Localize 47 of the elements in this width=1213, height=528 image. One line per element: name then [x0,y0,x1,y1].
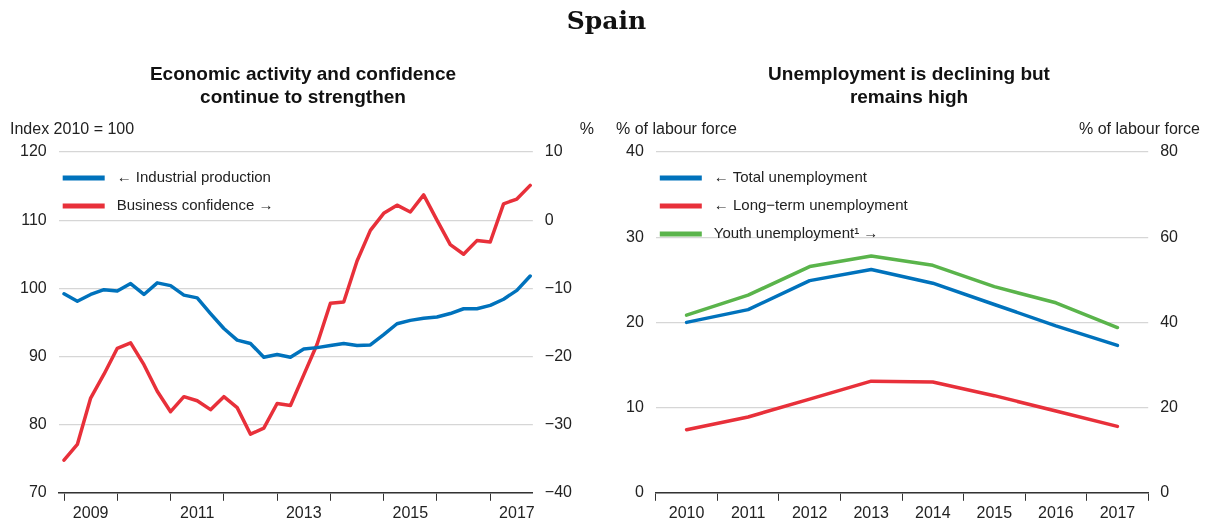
x-tick-label: 2011 [180,503,215,521]
x-tick-label: 2010 [668,503,705,521]
legend-label: Business confidence → [116,196,274,214]
y2-tick-label: 60 [1160,227,1179,245]
y-tick-label: 120 [19,142,47,160]
x-tick-label: 2016 [1038,503,1074,521]
y2-tick-label: −40 [544,483,573,501]
x-tick-label: 2012 [791,503,828,521]
x-tick-label: 2015 [392,503,429,521]
y-tick-label: 20 [626,312,644,330]
y2-tick-label: −30 [544,415,573,433]
y-tick-label: 0 [634,483,644,501]
y2-axis-title: % of labour force [1079,120,1201,137]
y2-tick-label: 80 [1160,142,1179,160]
chart-title: Unemployment is declining but remains high [767,62,1051,108]
y-tick-label: 30 [626,227,644,245]
y2-tick-label: 10 [544,142,563,160]
x-tick-label: 2013 [285,503,322,521]
legend-label: ← Industrial production [116,168,271,186]
x-tick-label: 2015 [976,503,1013,521]
x-tick-label: 2013 [853,503,890,521]
y-tick-label: 110 [21,210,47,228]
y-axis-title: % of labour force [616,120,738,137]
y2-tick-label: 0 [544,210,554,228]
legend-label: ← Total unemployment [713,168,868,186]
y2-axis-title: % [579,120,594,137]
text: Spain [565,6,648,35]
y2-tick-label: 20 [1160,398,1179,416]
y-tick-label: 70 [28,483,47,501]
y2-tick-label: 0 [1160,483,1170,501]
y-axis-title: Index 2010 = 100 [10,120,135,137]
chart-title: Economic activity and confidence continue to strengthen [148,62,458,108]
y2-tick-label: −10 [544,278,573,296]
y2-tick-label: 40 [1160,312,1179,330]
x-tick-label: 2017 [499,503,535,521]
x-tick-label: 2014 [914,503,951,521]
y-tick-label: 10 [626,398,644,416]
legend-label: Youth unemployment¹ → [713,224,879,242]
legend-label: ← Long−term unemployment [713,196,909,214]
y-tick-label: 100 [19,278,47,296]
x-tick-label: 2009 [72,503,109,521]
y2-tick-label: −20 [544,346,573,364]
x-tick-label: 2011 [730,503,766,521]
y-tick-label: 80 [28,415,47,433]
y-tick-label: 40 [626,142,644,160]
x-tick-label: 2017 [1099,503,1136,521]
y-tick-label: 90 [28,346,47,364]
